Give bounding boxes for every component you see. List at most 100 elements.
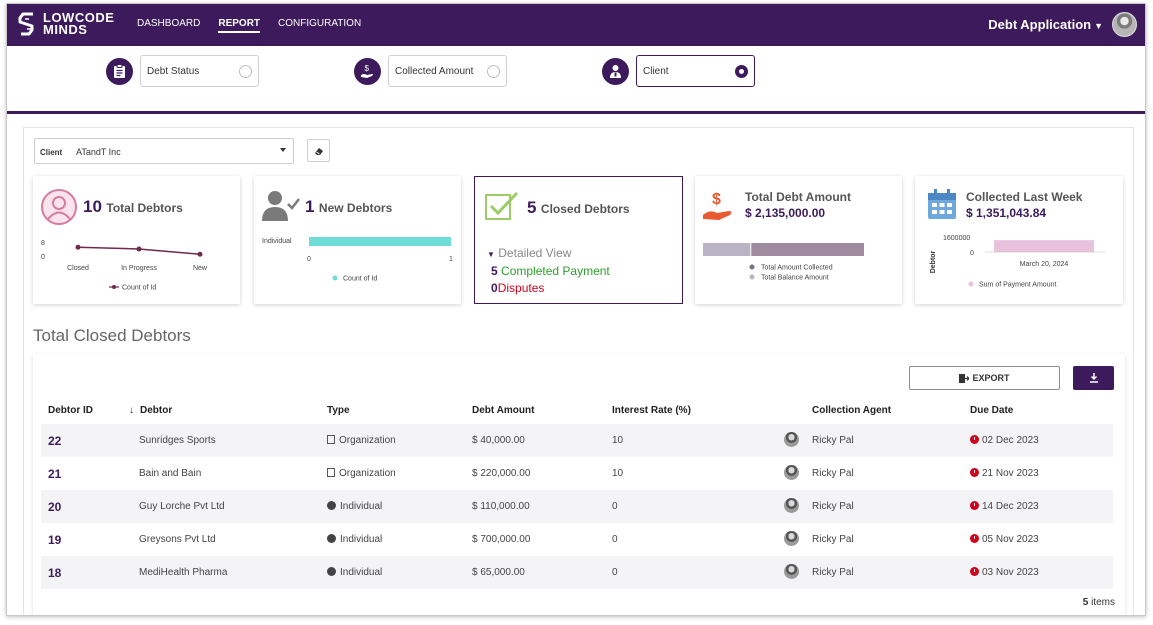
closed-debtors-card[interactable]: 5 Closed Debtors ▼ Detailed View 5 Compl… [474, 176, 683, 304]
col-debtor-label: Debtor [140, 404, 173, 416]
interest-rate: 0 [612, 501, 618, 512]
debtor-name-cell: MediHealth Pharma [139, 556, 327, 589]
client-option[interactable]: Client [636, 55, 755, 87]
disputes-label: Disputes [497, 281, 545, 295]
logo[interactable]: LOWCODE MINDS [17, 11, 114, 37]
new-debtors-heading: 1 New Debtors [305, 197, 392, 217]
overdue-clock-icon [970, 501, 979, 510]
legend-label: Sum of Payment Amount [979, 282, 1056, 289]
report-type-debt-status[interactable]: Debt Status [106, 55, 259, 87]
interest-rate-cell: 10 [612, 424, 812, 457]
logo-line1: LOWCODE [43, 10, 115, 25]
table-header-row: Debtor ID ↓ Debtor Type Debt Amount Inter… [41, 396, 1113, 424]
y-tick-label: 0 [41, 254, 45, 261]
total-debt-amount-card[interactable]: $ Total Debt Amount $ 2,135,000.00 Total… [695, 176, 902, 304]
completed-payment-row[interactable]: 5 Completed Payment [491, 264, 610, 278]
table-row[interactable]: 18 MediHealth Pharma Individual $ 65,000.00… [41, 556, 1113, 589]
client-label: Client [643, 65, 669, 77]
legend-label: Count of Id [122, 285, 156, 292]
collected-last-week-card[interactable]: Collected Last Week $ 1,351,043.84 Debto… [915, 176, 1123, 304]
closed-debtors-heading: 5 Closed Debtors [527, 198, 630, 218]
app-switcher[interactable]: Debt Application ▼ [988, 17, 1103, 32]
download-button[interactable] [1073, 366, 1114, 390]
download-icon [1089, 373, 1098, 383]
debtor-id-cell[interactable]: 22 [41, 424, 139, 457]
col-collection-agent[interactable]: Collection Agent [812, 396, 970, 424]
col-interest-rate-label: Interest Rate (%) [612, 404, 691, 416]
collected-last-week-value: $ 1,351,043.84 [966, 206, 1047, 220]
user-avatar[interactable] [1112, 12, 1137, 37]
overdue-clock-icon [970, 534, 979, 543]
total-debtors-card[interactable]: 10 Total Debtors 8 0 Closed In Progress New C… [33, 176, 240, 304]
table-row[interactable]: 19 Greysons Pvt Ltd Individual $ 700,000.00… [41, 523, 1113, 556]
col-debtor[interactable]: ↓ Debtor [129, 396, 327, 424]
new-debtors-card[interactable]: 1 New Debtors Individual 0 1 Count of Id [254, 176, 461, 304]
disputes-row[interactable]: 0Disputes [491, 281, 544, 295]
col-due-date[interactable]: Due Date [970, 396, 1113, 424]
items-count-label: items [1091, 597, 1115, 608]
table-body: 22 Sunridges Sports Organization $ 40,000.0… [41, 424, 1113, 589]
report-type-collected-amount[interactable]: $ Collected Amount [354, 55, 507, 87]
debt-status-radio[interactable] [239, 64, 252, 78]
collected-amount-radio[interactable] [487, 64, 500, 78]
money-hand-icon: $ [354, 57, 381, 85]
table-row[interactable]: 21 Bain and Bain Organization $ 220,000.00 1… [41, 457, 1113, 490]
sort-arrow-icon[interactable]: ↓ [129, 404, 134, 416]
export-button[interactable]: EXPORT [909, 366, 1060, 390]
calendar-icon [928, 189, 956, 219]
x-tick-label: Closed [67, 265, 89, 272]
debtor-type: Organization [339, 435, 396, 446]
collected-amount-option[interactable]: Collected Amount [388, 55, 507, 87]
debtor-id-cell[interactable]: 19 [48, 532, 62, 547]
x-tick-label: March 20, 2024 [1020, 261, 1069, 268]
detailed-view-label: Detailed View [498, 246, 572, 260]
nav-report[interactable]: REPORT [218, 18, 261, 33]
debt-status-option[interactable]: Debt Status [140, 55, 259, 87]
total-debtors-heading: 10 Total Debtors [83, 197, 183, 217]
collected-last-week-chart: Debtor 1600000 0 March 20, 2024 Sum of Payme… [930, 235, 1105, 289]
x-tick-label: 0 [307, 256, 311, 263]
col-debtor-id[interactable]: Debtor ID [41, 396, 139, 424]
y-tick-label: Individual [262, 238, 292, 245]
closed-debtors-table-card: EXPORT Debtor ID ↓ Debtor Type Debt Amoun… [33, 354, 1125, 615]
table-row[interactable]: 22 Sunridges Sports Organization $ 40,000.0… [41, 424, 1113, 457]
debtor-name-cell: Bain and Bain [139, 468, 202, 479]
export-icon [959, 373, 970, 383]
user-circle-icon [327, 534, 336, 543]
clear-filter-button[interactable] [307, 139, 330, 162]
building-icon [327, 435, 335, 444]
debtor-id-cell[interactable]: 21 [48, 466, 62, 481]
nav-dashboard[interactable]: DASHBOARD [137, 18, 201, 29]
x-tick-label: In Progress [121, 265, 157, 272]
col-type[interactable]: Type [327, 396, 472, 424]
detailed-view-toggle[interactable]: ▼ Detailed View [487, 246, 571, 260]
stack-segment [751, 243, 864, 256]
debtor-id-cell[interactable]: 18 [41, 556, 139, 589]
interest-rate-cell: 0 [612, 556, 812, 589]
new-debtors-count: 1 [305, 197, 315, 216]
agent-avatar [784, 498, 799, 513]
new-debtors-chart: Individual 0 1 Count of Id [262, 237, 453, 283]
client-filter-label: Client [40, 148, 63, 157]
col-collection-agent-label: Collection Agent [812, 404, 892, 416]
due-date-cell: 02 Dec 2023 [970, 424, 1113, 457]
total-debtors-count: 10 [83, 197, 102, 216]
col-debt-amount[interactable]: Debt Amount [472, 396, 612, 424]
debt-amount-cell: $ 65,000.00 [472, 556, 612, 589]
client-filter-select[interactable]: Client ATandT Inc [34, 138, 294, 164]
y-axis-label: Debtor [930, 250, 937, 273]
report-type-selector: Debt Status $ Collected Amount Client [7, 46, 1145, 114]
items-count: 5 items [1083, 597, 1115, 608]
col-interest-rate[interactable]: Interest Rate (%) [612, 396, 812, 424]
client-radio[interactable] [735, 64, 748, 78]
svg-text:$: $ [712, 191, 721, 208]
overdue-clock-icon [970, 468, 979, 477]
debtor-id-cell[interactable]: 20 [41, 490, 139, 523]
interest-rate-cell: 0 [612, 490, 812, 523]
report-type-client[interactable]: Client [602, 55, 755, 87]
table-row[interactable]: 20 Guy Lorche Pvt Ltd Individual $ 110,000.… [41, 490, 1113, 523]
agent-avatar [784, 432, 799, 447]
total-debt-chart: Total Amount Collected Total Balance Amou… [703, 243, 864, 282]
nav-configuration[interactable]: CONFIGURATION [278, 18, 362, 29]
overdue-clock-icon [970, 435, 979, 444]
